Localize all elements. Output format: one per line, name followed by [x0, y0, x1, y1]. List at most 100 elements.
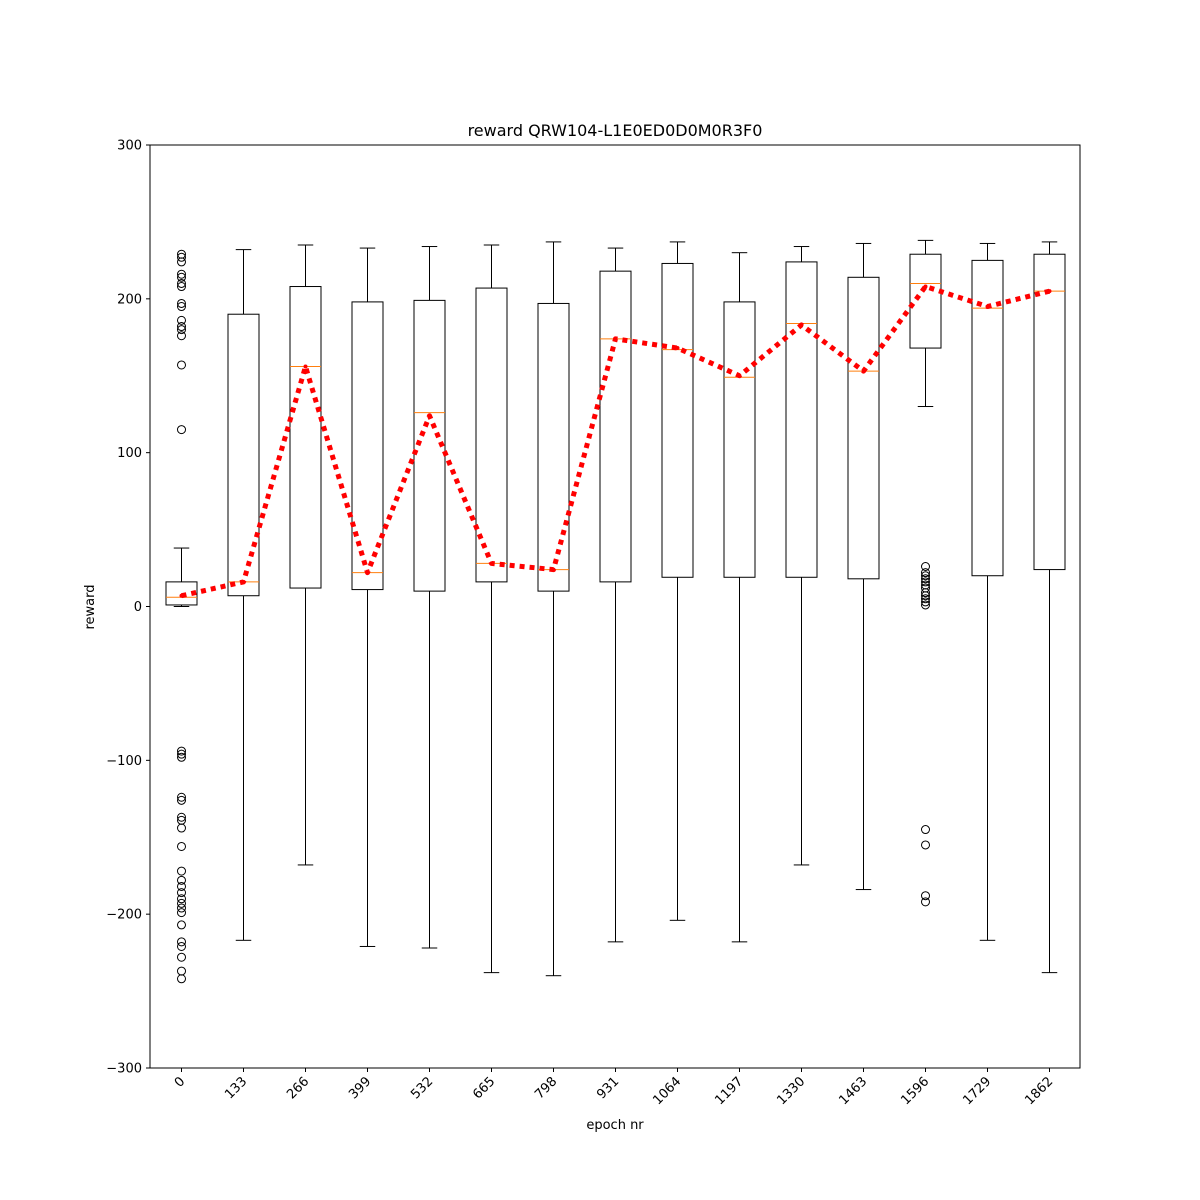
outlier-point — [921, 897, 930, 907]
outlier-point — [177, 903, 186, 913]
y-tick-label: 100 — [117, 446, 142, 461]
outlier-point — [921, 594, 930, 604]
outlier-point — [177, 920, 186, 930]
mean-point — [799, 322, 804, 327]
outlier-point — [177, 257, 186, 267]
outlier-point — [921, 591, 930, 601]
box-399 — [351, 247, 384, 947]
outlier-point — [921, 840, 930, 850]
mean-point — [303, 364, 308, 369]
box-1463 — [847, 242, 880, 891]
mean-point — [179, 593, 184, 598]
outlier-point — [177, 792, 186, 802]
outlier-point — [177, 360, 186, 370]
outlier-point — [177, 908, 186, 918]
box-133 — [227, 249, 260, 941]
outlier-point — [177, 746, 186, 756]
outlier-point — [921, 600, 930, 610]
mean-point — [551, 567, 556, 572]
outlier-point — [177, 866, 186, 876]
mean-point — [613, 336, 618, 341]
box-1197 — [723, 252, 756, 943]
outlier-point — [177, 823, 186, 833]
iqr-box — [537, 302, 570, 592]
outlier-point — [177, 269, 186, 279]
outlier-point — [177, 282, 186, 292]
mean-point — [737, 373, 742, 378]
iqr-box — [847, 276, 880, 580]
outlier-point — [921, 562, 930, 572]
box-798 — [537, 241, 570, 977]
box-1862 — [1033, 241, 1066, 974]
mean-point — [427, 413, 432, 418]
iqr-box — [475, 287, 508, 583]
y-tick-label: −100 — [106, 754, 142, 769]
outlier-point — [177, 302, 186, 312]
outlier-point — [177, 952, 186, 962]
box-0 — [165, 249, 198, 984]
iqr-box — [971, 259, 1004, 577]
outlier-point — [177, 941, 186, 951]
outlier-point — [921, 825, 930, 835]
y-axis-label: reward — [83, 584, 98, 629]
outlier-point — [921, 597, 930, 607]
iqr-box — [661, 262, 694, 578]
y-tick-label: 300 — [117, 139, 142, 154]
box-665 — [475, 244, 508, 974]
outlier-point — [177, 881, 186, 891]
mean-point — [923, 284, 928, 289]
box-1064 — [661, 241, 694, 921]
mean-point — [985, 304, 990, 309]
y-tick-label: 0 — [134, 600, 142, 615]
outlier-point — [177, 325, 186, 335]
outlier-point — [177, 272, 186, 282]
outlier-point — [177, 888, 186, 898]
outlier-point — [177, 795, 186, 805]
outlier-point — [177, 841, 186, 851]
iqr-box — [165, 581, 198, 606]
iqr-box — [227, 313, 260, 597]
iqr-box — [413, 299, 446, 592]
outlier-point — [177, 315, 186, 325]
outlier-point — [177, 331, 186, 341]
y-tick-label: −200 — [106, 908, 142, 923]
outlier-point — [921, 571, 930, 581]
outlier-point — [177, 749, 186, 759]
mean-point — [365, 570, 370, 575]
iqr-box — [599, 270, 632, 583]
box-1729 — [971, 242, 1004, 941]
box-532 — [413, 246, 446, 949]
outlier-point — [177, 974, 186, 984]
outlier-point — [177, 278, 186, 288]
mean-point — [861, 369, 866, 374]
iqr-box — [909, 253, 942, 349]
outlier-point — [921, 588, 930, 598]
outlier-point — [177, 252, 186, 262]
outlier-point — [177, 937, 186, 947]
iqr-box — [351, 301, 384, 591]
mean-point — [241, 579, 246, 584]
outlier-point — [177, 322, 186, 332]
outlier-point — [177, 875, 186, 885]
y-tick-label: −300 — [106, 1062, 142, 1077]
outlier-point — [921, 568, 930, 578]
chart-title: reward QRW104-L1E0ED0D0M0R3F0 — [468, 121, 763, 140]
outlier-point — [177, 298, 186, 308]
mean-point — [489, 561, 494, 566]
outlier-point — [177, 425, 186, 435]
box-1596 — [909, 239, 942, 907]
outlier-point — [177, 894, 186, 904]
outlier-point — [177, 898, 186, 908]
mean-point — [1047, 289, 1052, 294]
iqr-box — [289, 286, 322, 589]
outlier-point — [921, 574, 930, 584]
box-266 — [289, 244, 322, 866]
box-931 — [599, 247, 632, 943]
outlier-point — [177, 752, 186, 762]
plot-area — [165, 239, 1066, 984]
iqr-box — [785, 261, 818, 578]
iqr-box — [1033, 253, 1066, 571]
x-axis-label: epoch nr — [586, 1118, 644, 1133]
